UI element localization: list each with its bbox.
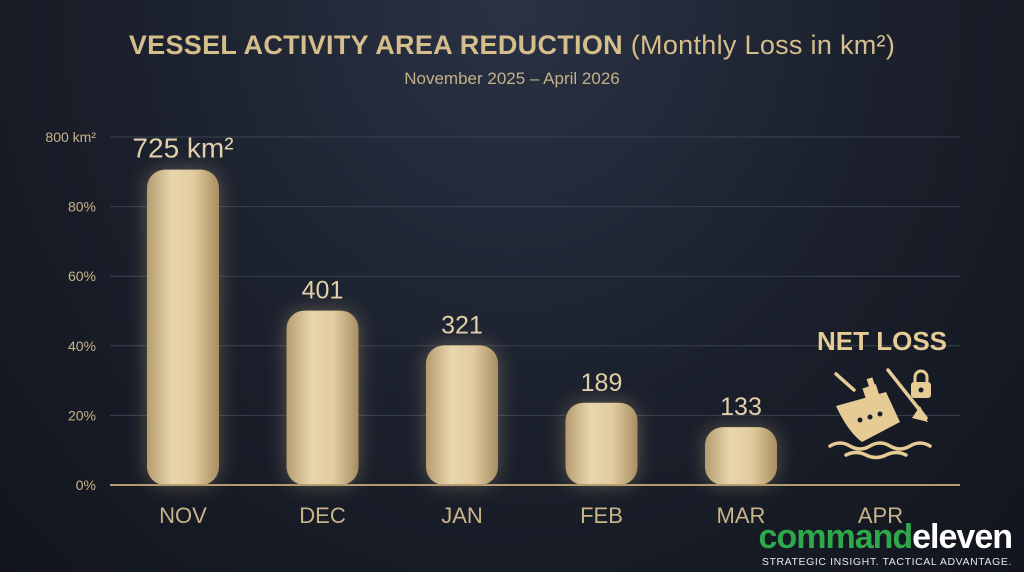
bar-feb <box>565 402 638 485</box>
x-tick-label-jan: JAN <box>441 503 483 528</box>
chart-title: VESSEL ACTIVITY AREA REDUCTION (Monthly … <box>0 30 1024 61</box>
brand-logo: commandeleven STRATEGIC INSIGHT. TACTICA… <box>758 518 1013 568</box>
chart-title-rest: (Monthly Loss in km²) <box>630 30 896 60</box>
data-label-nov: 725 km² <box>132 133 233 164</box>
bar-jan <box>426 345 498 485</box>
y-tick-label: 0% <box>76 477 96 493</box>
bar-mar <box>705 427 777 485</box>
grid-lines <box>110 136 960 416</box>
data-label-feb: 189 <box>581 369 623 397</box>
x-tick-label-dec: DEC <box>299 503 346 528</box>
y-tick-label: 80% <box>68 199 96 215</box>
y-tick-label: 800 km² <box>45 129 96 145</box>
data-label-dec: 401 <box>302 277 344 305</box>
y-tick-label: 40% <box>68 338 96 354</box>
data-label-mar: 133 <box>720 393 762 421</box>
sinking-ship-icon <box>828 368 932 460</box>
y-axis-ticks: 0% 20% 40% 60% 80% 800 km² <box>45 129 96 493</box>
bars <box>147 169 777 485</box>
chart-title-bold: VESSEL ACTIVITY AREA REDUCTION <box>128 30 623 60</box>
chart-subtitle: November 2025 – April 2026 <box>404 69 620 88</box>
x-tick-label-feb: FEB <box>580 503 623 528</box>
x-tick-label-apr: APR <box>858 503 903 528</box>
bar-nov <box>147 169 219 485</box>
lock-icon <box>911 369 931 398</box>
logo-tagline: STRATEGIC INSIGHT. TACTICAL ADVANTAGE. <box>761 556 1012 568</box>
title-block: VESSEL ACTIVITY AREA REDUCTION (Monthly … <box>0 30 1024 89</box>
bar-dec <box>286 310 359 485</box>
data-label-jan: 321 <box>441 311 483 339</box>
logo-part-eleven: eleven <box>912 518 1013 556</box>
y-tick-label: 20% <box>68 407 96 423</box>
logo-part-command: command <box>758 518 914 556</box>
x-axis-ticks: NOV DEC JAN FEB MAR APR <box>159 503 903 528</box>
x-tick-label-mar: MAR <box>717 503 766 528</box>
y-tick-label: 60% <box>68 268 96 284</box>
x-tick-label-nov: NOV <box>159 503 207 528</box>
logo-wordmark: commandeleven <box>758 518 1013 556</box>
data-labels: 725 km² 401 321 189 133 <box>132 133 761 422</box>
net-loss-annotation: NET LOSS <box>816 326 947 356</box>
